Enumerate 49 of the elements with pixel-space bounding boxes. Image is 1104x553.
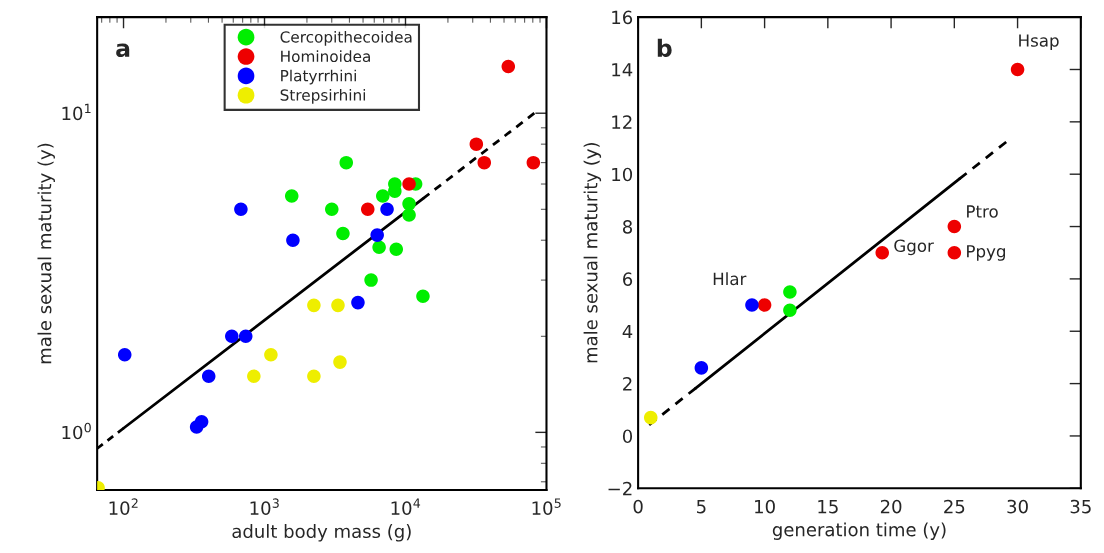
x-tick-label: 10$^{5}$ [532, 498, 561, 515]
x-tick-label: 30 [1007, 499, 1028, 514]
point [694, 361, 709, 375]
x-tick-label: 10 [755, 499, 775, 514]
x-tick-label: 20 [880, 499, 902, 514]
x-tick-label: 25 [944, 499, 965, 514]
y-axis-title: male sexual maturity (y) [37, 143, 55, 364]
y-tick-label: 6 [623, 272, 633, 287]
x-tick-label: 15 [818, 499, 838, 514]
annotation: Ptro [967, 205, 998, 218]
x-tick-label: 0 [633, 499, 643, 514]
point [783, 303, 797, 318]
annotation: Ppyg [967, 245, 1005, 261]
x-tick-label: 5 [697, 499, 706, 514]
y-tick-label: 14 [612, 63, 633, 77]
x-tick-label: 35 [1070, 499, 1091, 514]
legend-label: Hominoidea [281, 50, 370, 63]
point [947, 245, 962, 260]
y-tick-label: 10$^{1}$ [62, 103, 91, 121]
y-tick-label: 2 [623, 377, 632, 391]
y-tick-label: 16 [612, 10, 633, 25]
y-tick-label: 8 [622, 220, 633, 234]
y-tick-label: −2 [608, 481, 632, 496]
legend-label: Strepsirhini [280, 89, 366, 104]
annotation: Ggor [894, 239, 934, 256]
point [947, 219, 962, 234]
point [875, 245, 889, 260]
x-axis-title: adult body mass (g) [232, 524, 411, 542]
y-tick-label: 4 [622, 324, 633, 339]
point [643, 410, 658, 425]
y-tick-label: 10 [612, 167, 633, 182]
x-tick-label: 10$^{4}$ [391, 498, 421, 515]
y-tick-label: 12 [612, 115, 632, 129]
y-tick-label: 10$^{0}$ [62, 422, 91, 440]
annotation: b [657, 38, 672, 57]
y-tick-label: 0 [622, 429, 633, 444]
annotation: Hsap [1019, 34, 1059, 51]
x-tick-label: 10$^{2}$ [109, 498, 138, 515]
annotation: Hlar [713, 272, 747, 286]
point [783, 285, 797, 299]
x-tick-label: 10$^{3}$ [250, 498, 279, 515]
point [757, 298, 772, 312]
x-axis-title: generation time (y) [772, 522, 946, 540]
legend-label: Platyrrhini [281, 69, 356, 85]
y-axis-title: male sexual maturity (y) [583, 142, 602, 363]
point [745, 298, 759, 312]
annotation: a [116, 43, 130, 58]
legend-label: Cercopithecoidea [280, 30, 412, 46]
point [1010, 62, 1025, 77]
